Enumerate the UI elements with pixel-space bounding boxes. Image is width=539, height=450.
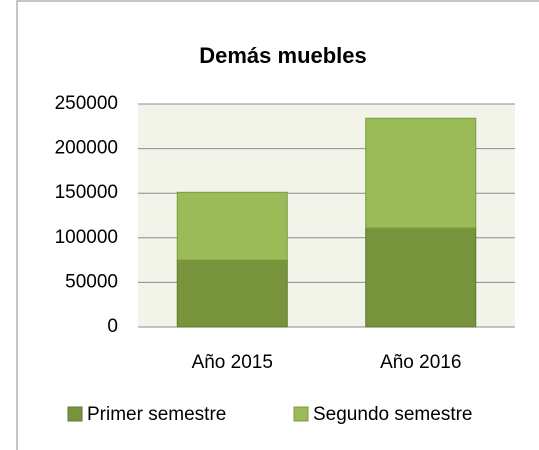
y-tick-label: 200000 xyxy=(55,138,118,159)
bar-segment xyxy=(365,117,477,229)
y-tick-label: 100000 xyxy=(55,227,118,248)
legend-label: Primer semestre xyxy=(87,404,226,425)
chart-title: Demás muebles xyxy=(199,43,367,68)
y-tick-label: 150000 xyxy=(55,182,118,203)
legend-label: Segundo semestre xyxy=(313,404,473,425)
bar-segment xyxy=(176,259,288,328)
y-tick-label: 50000 xyxy=(65,271,118,292)
x-tick-label: Año 2016 xyxy=(380,352,461,373)
legend-swatch xyxy=(67,406,83,422)
bar-segment xyxy=(365,227,477,328)
y-tick-label: 250000 xyxy=(55,93,118,114)
y-tick-label: 0 xyxy=(107,316,118,337)
x-tick-label: Año 2015 xyxy=(192,352,273,373)
bar-segment xyxy=(176,191,288,261)
legend-swatch xyxy=(293,406,309,422)
